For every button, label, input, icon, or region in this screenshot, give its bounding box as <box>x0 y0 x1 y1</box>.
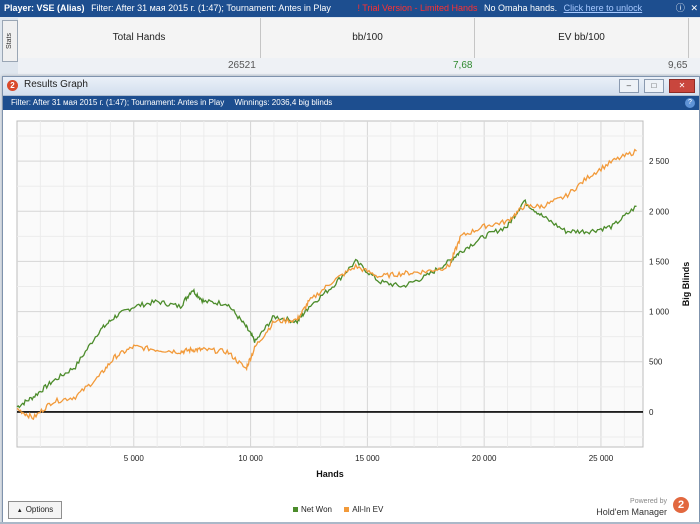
col-bb100[interactable]: bb/100 <box>261 18 475 58</box>
legend-swatch-allin-ev <box>344 507 350 513</box>
x-tick-label: 20 000 <box>472 454 497 463</box>
graph-filter-text: Filter: After 31 мая 2015 г. (1:47); Tou… <box>11 98 225 107</box>
x-tick-label: 15 000 <box>355 454 380 463</box>
help-icon[interactable]: ? <box>685 98 695 108</box>
legend-bar: ▲ Options Net Won All-In EV Powered by Ho… <box>3 495 699 523</box>
close-window-icon[interactable]: ✕ <box>669 79 695 93</box>
top-filter-bar: Player: VSE (Alias) Filter: After 31 мая… <box>0 0 700 17</box>
y-tick-label: 1 500 <box>649 257 670 266</box>
options-button[interactable]: ▲ Options <box>8 501 62 519</box>
info-icon[interactable]: ⓘ <box>675 3 685 13</box>
y-tick-label: 1 000 <box>649 308 670 317</box>
stats-tab[interactable]: Stats <box>2 20 18 62</box>
omaha-notice: No Omaha hands. <box>484 3 558 13</box>
window-titlebar[interactable]: 2 Results Graph – □ ✕ <box>3 77 699 96</box>
legend-allin-ev: All-In EV <box>352 505 384 514</box>
powered-by-label: Powered by <box>630 498 667 505</box>
x-tick-label: 5 000 <box>124 454 145 463</box>
unlock-link[interactable]: Click here to unlock <box>563 3 643 13</box>
x-tick-label: 25 000 <box>589 454 614 463</box>
plot-area <box>16 120 644 448</box>
hm2-brand-logo-icon: 2 <box>673 497 689 513</box>
trial-warning[interactable]: ! Trial Version - Limited Hands <box>357 3 478 13</box>
legend-swatch-net-won <box>293 507 298 513</box>
player-label: Player: VSE (Alias) <box>4 3 85 13</box>
close-icon[interactable]: ✕ <box>690 3 698 13</box>
stats-values-row: 26521 7,68 9,65 <box>18 58 700 74</box>
results-chart: 5 000 10 000 15 000 20 000 25 000 0 500 1 000 1 … <box>16 120 691 479</box>
y-tick-label: 2 500 <box>649 157 670 166</box>
winnings-text: Winnings: 2036,4 big blinds <box>234 98 333 107</box>
series-line-net-won <box>16 198 637 409</box>
ev-bb100-value: 9,65 <box>668 60 688 71</box>
results-graph-window: 2 Results Graph – □ ✕ Filter: After 31 м… <box>2 76 700 524</box>
maximize-icon[interactable]: □ <box>643 79 664 93</box>
triangle-up-icon: ▲ <box>16 508 23 514</box>
chart-legend: Net Won All-In EV <box>293 505 393 514</box>
window-title: Results Graph <box>24 79 88 90</box>
brand-name: Hold'em Manager <box>596 507 667 517</box>
col-ev-bb100[interactable]: EV bb/100 <box>475 18 689 58</box>
taskbar-strip <box>0 522 700 524</box>
bb100-value: 7,68 <box>453 60 473 71</box>
stats-header: Total Hands bb/100 EV bb/100 <box>18 18 700 59</box>
graph-filter-bar: Filter: After 31 мая 2015 г. (1:47); Tou… <box>3 96 699 110</box>
y-tick-label: 500 <box>649 358 663 367</box>
legend-net-won: Net Won <box>301 505 332 514</box>
hm2-logo-icon: 2 <box>7 80 18 91</box>
options-label: Options <box>25 505 54 514</box>
branding: Powered by Hold'em Manager 2 <box>596 497 689 518</box>
y-axis-title: Big Blinds <box>681 262 691 307</box>
col-total-hands[interactable]: Total Hands <box>18 18 261 58</box>
minimize-icon[interactable]: – <box>618 79 639 93</box>
x-tick-label: 10 000 <box>238 454 263 463</box>
y-tick-label: 2 000 <box>649 207 670 216</box>
series-line-allin-ev <box>16 148 637 421</box>
total-hands-value: 26521 <box>228 60 256 71</box>
y-tick-label: 0 <box>649 408 654 417</box>
x-axis-title: Hands <box>316 469 344 479</box>
filter-label: Filter: After 31 мая 2015 г. (1:47); Tou… <box>91 3 331 13</box>
